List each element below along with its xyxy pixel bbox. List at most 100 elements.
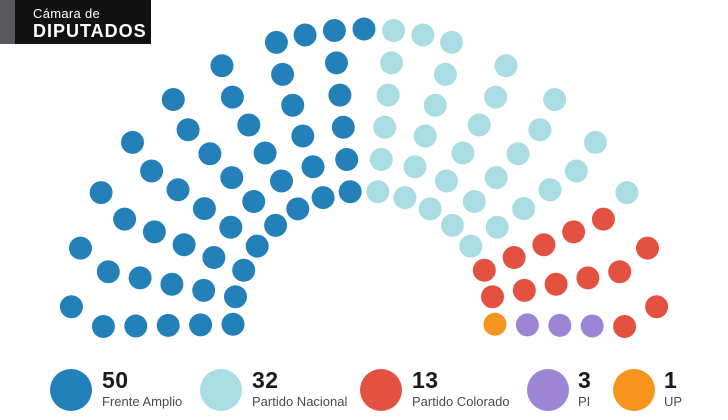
seat-dot: [483, 312, 507, 336]
seat-dot: [91, 315, 115, 338]
seat-dot: [393, 186, 417, 210]
seat-dot: [380, 51, 403, 75]
seat-dot: [338, 180, 362, 204]
seat-dot: [69, 236, 92, 260]
party-name-partido-nacional: Partido Nacional: [252, 394, 348, 409]
seat-count-partido-nacional: 32: [252, 367, 279, 393]
seat-dot: [403, 155, 427, 179]
seat-dot: [580, 314, 604, 338]
title-accent-bar: [0, 0, 15, 44]
seat-dot: [160, 272, 184, 296]
seat-dot: [121, 130, 144, 154]
seat-dot: [156, 313, 180, 337]
seat-dot: [311, 186, 335, 210]
seat-dot: [645, 295, 669, 319]
seat-dot: [172, 233, 196, 257]
seat-dot: [189, 313, 213, 337]
seat-dot: [423, 93, 447, 117]
seat-dot: [413, 124, 437, 148]
seat-dot: [584, 130, 607, 154]
seat-dot: [462, 190, 486, 213]
seat-dot: [322, 19, 346, 42]
seat-dot: [59, 295, 83, 319]
seat-dot: [411, 23, 435, 47]
page-title-line1: Cámara de: [33, 6, 101, 21]
seat-dot: [615, 181, 639, 205]
seat-dot: [166, 178, 190, 202]
seat-dot: [435, 169, 458, 193]
seat-dot: [494, 54, 518, 78]
seat-dot: [331, 115, 355, 139]
seat-dot: [301, 155, 325, 179]
legend-swatch-frente-amplio: [50, 369, 92, 411]
seat-dot: [562, 220, 586, 244]
seat-dot: [543, 88, 567, 111]
seat-dot: [271, 62, 295, 86]
seat-dot: [373, 115, 397, 139]
seat-dot: [140, 159, 164, 183]
parliament-chart: [59, 17, 669, 338]
seat-dot: [232, 258, 256, 282]
seat-dot: [532, 233, 556, 257]
seat-dot: [224, 285, 247, 309]
party-name-up: UP: [664, 394, 683, 409]
seat-dot: [198, 142, 222, 166]
seat-dot: [245, 234, 269, 258]
seat-dot: [564, 159, 588, 183]
seat-dot: [264, 213, 288, 237]
seat-dot: [544, 272, 568, 296]
seat-dot: [440, 213, 464, 237]
seat-dot: [512, 278, 536, 302]
party-name-partido-colorado: Partido Colorado: [412, 394, 510, 409]
page-title-line2: DIPUTADOS: [33, 21, 147, 41]
seat-dot: [219, 215, 243, 239]
legend-swatch-up: [613, 369, 655, 411]
seat-dot: [512, 197, 536, 221]
legend-swatch-pi: [527, 369, 569, 411]
seat-dot: [467, 113, 491, 137]
seat-dot: [270, 169, 293, 193]
seat-dot: [128, 266, 152, 290]
seat-dot: [202, 246, 226, 269]
seat-dot: [548, 313, 572, 337]
seat-dot: [369, 148, 393, 171]
seat-dot: [613, 315, 637, 338]
seat-dot: [124, 314, 148, 338]
seat-dot: [325, 51, 348, 75]
seat-dot: [484, 166, 508, 190]
seat-dot: [210, 54, 234, 78]
seat-dot: [576, 266, 600, 290]
seat-dot: [286, 197, 310, 221]
seat-dot: [293, 23, 317, 47]
seat-count-up: 1: [664, 367, 678, 393]
seat-dot: [220, 85, 244, 109]
seat-dot: [376, 83, 400, 107]
seat-dot: [281, 93, 305, 117]
seat-dot: [528, 118, 552, 142]
seat-dot: [433, 62, 457, 86]
seat-count-pi: 3: [578, 367, 592, 393]
seat-dot: [96, 260, 120, 284]
legend-swatch-partido-colorado: [360, 369, 402, 411]
seat-dot: [113, 207, 137, 231]
seat-dot: [440, 30, 464, 54]
seat-dot: [264, 30, 288, 54]
seat-dot: [484, 85, 508, 109]
seat-dot: [221, 312, 245, 336]
page-title: Cámara de DIPUTADOS: [15, 0, 151, 44]
seat-count-partido-colorado: 13: [412, 367, 439, 393]
seat-dot: [242, 190, 266, 213]
seat-dot: [253, 141, 277, 165]
seat-dot: [220, 166, 244, 190]
seat-dot: [485, 215, 509, 239]
seat-dot: [451, 141, 475, 165]
chart-legend: 50 Frente Amplio 32 Partido Nacional 13 …: [0, 364, 728, 420]
seat-dot: [418, 197, 442, 221]
legend-swatch-partido-nacional: [200, 369, 242, 411]
seat-dot: [515, 313, 539, 337]
seat-dot: [472, 258, 496, 282]
seat-dot: [506, 142, 530, 166]
seat-dot: [382, 19, 406, 42]
seat-dot: [636, 236, 659, 260]
